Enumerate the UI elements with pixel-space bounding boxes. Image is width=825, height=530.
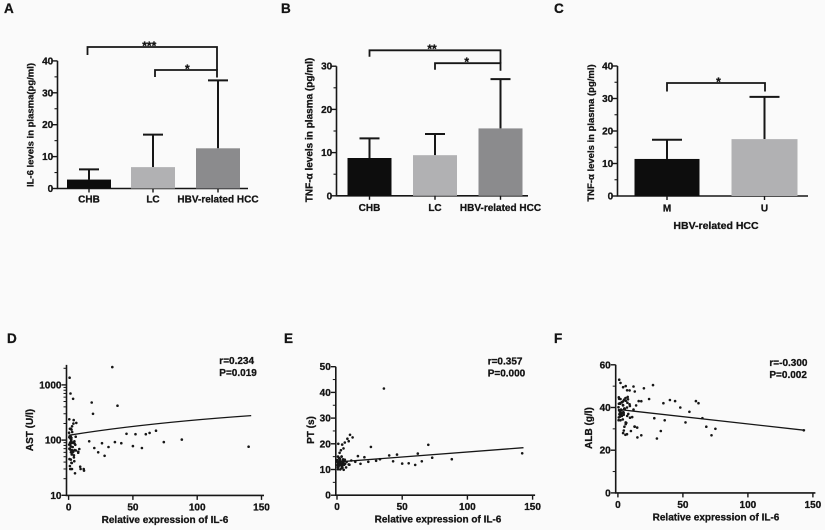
svg-text:0: 0 [327, 191, 333, 202]
svg-text:40: 40 [600, 403, 612, 414]
svg-text:100: 100 [740, 500, 757, 511]
svg-text:r=0.234: r=0.234 [219, 356, 254, 367]
svg-text:10: 10 [50, 491, 62, 502]
svg-text:50: 50 [677, 500, 689, 511]
svg-text:*: * [464, 55, 469, 69]
svg-text:Relative expression of IL-6: Relative expression of IL-6 [102, 515, 229, 526]
svg-text:F: F [554, 331, 562, 346]
svg-text:B: B [281, 1, 291, 16]
svg-text:20: 20 [600, 446, 612, 457]
svg-text:10: 10 [320, 465, 332, 476]
svg-text:HBV-related HCC: HBV-related HCC [177, 195, 258, 206]
svg-text:60: 60 [600, 360, 612, 371]
svg-text:U: U [761, 204, 768, 215]
svg-text:LC: LC [428, 203, 441, 214]
svg-text:100: 100 [45, 436, 62, 447]
svg-text:ALB (g/l): ALB (g/l) [584, 407, 595, 449]
svg-text:TNF-α levels in plasma (pg/ml): TNF-α levels in plasma (pg/ml) [305, 58, 316, 203]
svg-text:150: 150 [524, 502, 541, 513]
svg-text:30: 30 [602, 94, 614, 105]
svg-text:0: 0 [66, 502, 72, 513]
svg-text:20: 20 [320, 439, 332, 450]
svg-text:10: 10 [321, 148, 333, 159]
svg-text:HBV-related HCC: HBV-related HCC [673, 220, 759, 232]
svg-text:AST (U/l): AST (U/l) [25, 409, 36, 451]
svg-text:P=0.002: P=0.002 [769, 370, 807, 381]
svg-text:20: 20 [42, 120, 54, 131]
svg-text:***: *** [142, 39, 156, 53]
svg-text:D: D [7, 331, 17, 346]
svg-text:0: 0 [325, 491, 331, 502]
svg-text:0: 0 [48, 184, 54, 195]
svg-text:CHB: CHB [78, 195, 100, 206]
svg-text:**: ** [427, 42, 437, 56]
svg-text:10: 10 [602, 159, 614, 170]
svg-text:P=0.000: P=0.000 [488, 369, 526, 380]
svg-text:r=0.357: r=0.357 [488, 357, 523, 368]
svg-text:0: 0 [334, 502, 340, 513]
svg-text:C: C [554, 1, 564, 16]
svg-text:150: 150 [805, 500, 822, 511]
svg-text:0: 0 [615, 500, 621, 511]
svg-text:Relative expression of IL-6: Relative expression of IL-6 [375, 515, 502, 526]
svg-text:*: * [716, 75, 721, 89]
svg-text:100: 100 [459, 502, 476, 513]
svg-text:0: 0 [605, 488, 611, 499]
svg-text:M: M [663, 204, 671, 215]
svg-text:PT (s): PT (s) [306, 416, 317, 444]
svg-text:30: 30 [321, 62, 333, 73]
svg-text:150: 150 [253, 502, 270, 513]
svg-text:1000: 1000 [39, 380, 62, 391]
svg-text:r=-0.300: r=-0.300 [769, 358, 808, 369]
svg-text:50: 50 [397, 502, 409, 513]
svg-text:LC: LC [146, 195, 159, 206]
svg-text:50: 50 [127, 502, 139, 513]
svg-text:30: 30 [320, 414, 332, 425]
svg-text:10: 10 [42, 152, 54, 163]
svg-text:TNF-α levels in plasma (pg/ml): TNF-α levels in plasma (pg/ml) [586, 64, 597, 201]
svg-text:IL-6 levels in plasma(pg/ml): IL-6 levels in plasma(pg/ml) [26, 63, 37, 187]
svg-text:30: 30 [42, 88, 54, 99]
svg-text:40: 40 [42, 56, 54, 67]
svg-text:40: 40 [602, 62, 614, 73]
svg-text:A: A [4, 1, 14, 16]
svg-text:P=0.019: P=0.019 [219, 368, 257, 379]
svg-text:Relative expression of IL-6: Relative expression of IL-6 [653, 512, 780, 523]
svg-text:*: * [185, 62, 190, 76]
svg-text:40: 40 [320, 388, 332, 399]
svg-text:E: E [284, 331, 293, 346]
svg-text:50: 50 [320, 362, 332, 373]
svg-text:0: 0 [608, 192, 614, 203]
svg-text:100: 100 [189, 502, 206, 513]
svg-text:20: 20 [602, 127, 614, 138]
svg-text:CHB: CHB [359, 203, 381, 214]
svg-text:HBV-related HCC: HBV-related HCC [460, 203, 541, 214]
svg-text:20: 20 [321, 105, 333, 116]
